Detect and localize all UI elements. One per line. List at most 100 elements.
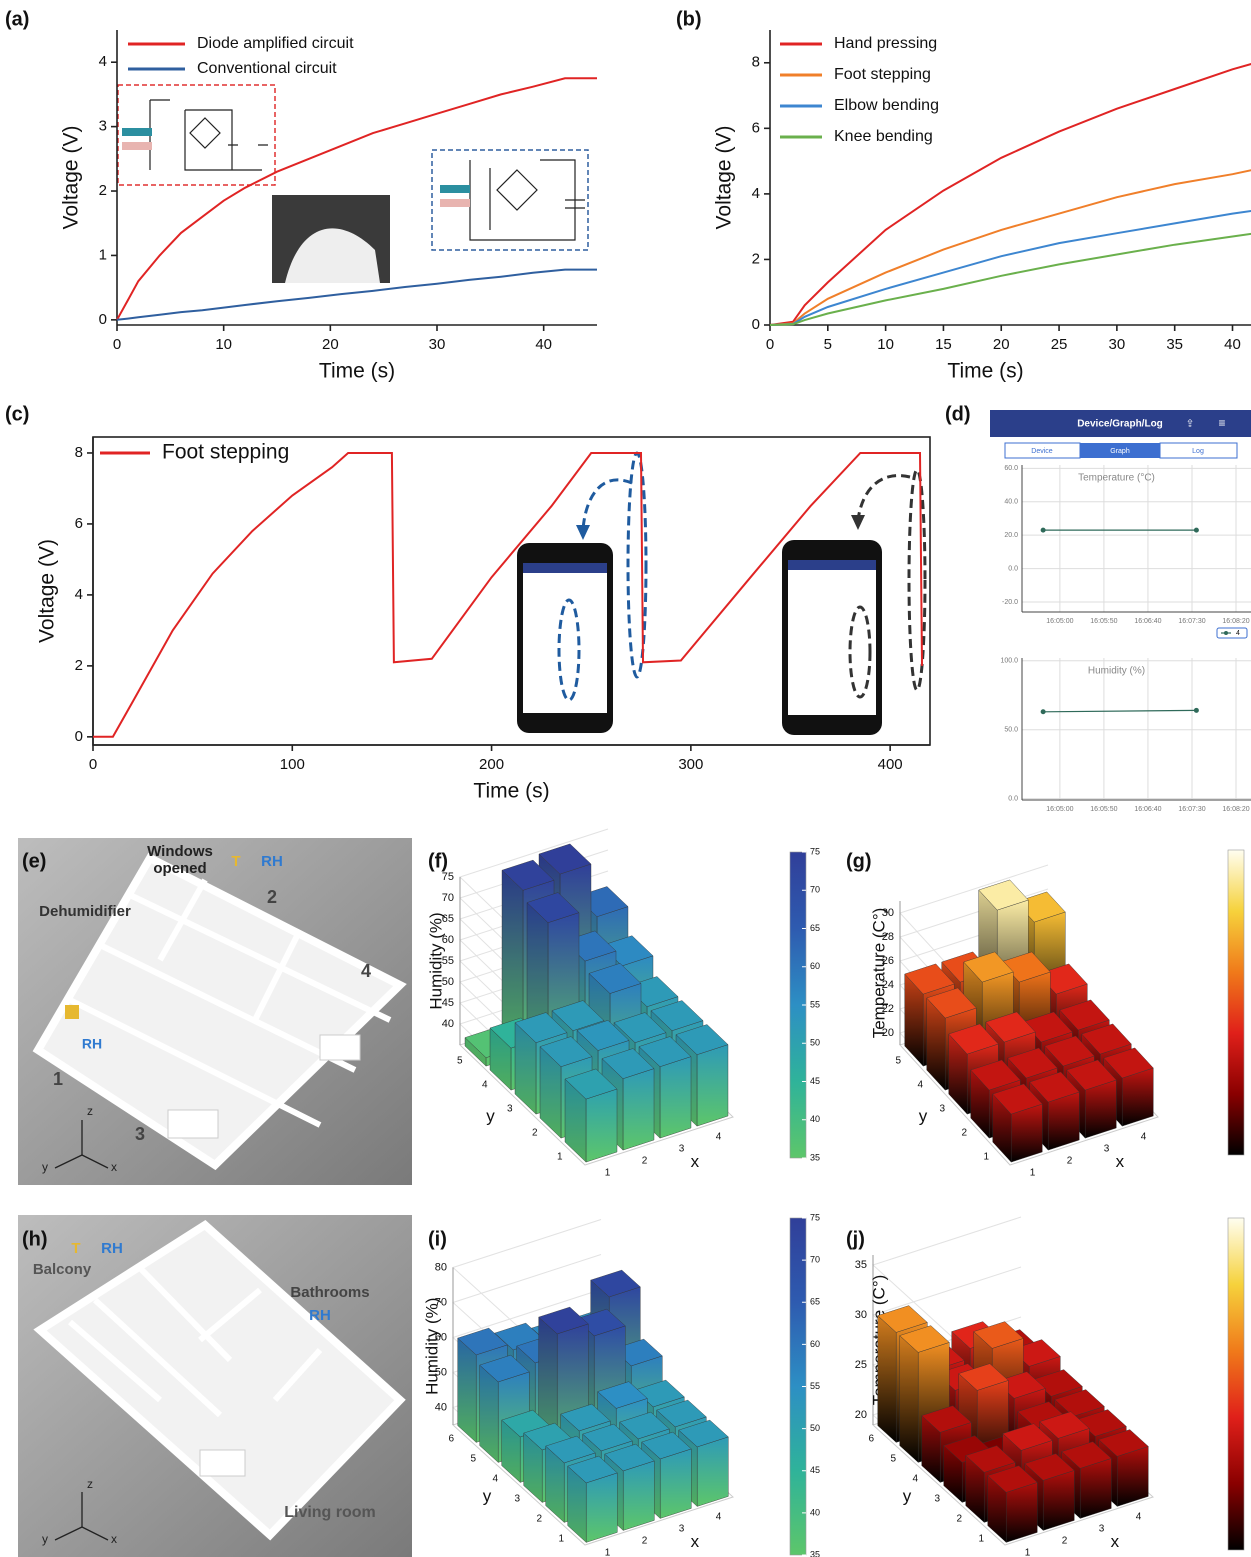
x-tick-label: 2	[1067, 1156, 1073, 1167]
bar-face	[623, 1460, 655, 1531]
z-tick-label: 35	[855, 1259, 867, 1271]
bar-top	[921, 1405, 972, 1433]
y-tick-label: 8	[752, 54, 760, 71]
x-tick-label: 16:08:20	[1222, 806, 1249, 813]
z-tick-label: 24	[882, 979, 894, 991]
x-tick-label: 1	[605, 1548, 611, 1557]
y-axis-title: y	[903, 1486, 912, 1505]
floorplan	[33, 1219, 406, 1541]
electrode	[122, 128, 152, 136]
y-tick-label: 3	[99, 118, 107, 135]
colorbar-tick-label: 45	[810, 1465, 820, 1475]
x-tick-label: 3	[679, 1524, 685, 1535]
bar-shade	[970, 1070, 990, 1139]
scene-label: RH	[309, 1307, 331, 1324]
bar-top	[564, 1068, 618, 1100]
bar-shade	[540, 1046, 561, 1139]
axes-icon	[54, 1492, 109, 1541]
tab[interactable]	[1159, 442, 1238, 459]
colorbar-tick-label: 65	[810, 923, 820, 933]
bar-top	[877, 1305, 928, 1333]
bar-top	[675, 1024, 729, 1055]
tab-active[interactable]	[1080, 443, 1160, 458]
series-line	[769, 169, 1251, 326]
bar-shade	[465, 1037, 486, 1067]
bar-top	[638, 1036, 692, 1067]
bar-top	[1066, 1059, 1117, 1091]
bar-shade	[948, 1034, 968, 1115]
bar-shade	[921, 1415, 941, 1483]
scene-label: Living room	[284, 1504, 376, 1521]
scene-label: 3	[135, 1124, 145, 1144]
scene-label: z	[87, 1477, 93, 1491]
bar-top	[978, 879, 1029, 911]
colorbar-tick-label: 60	[810, 1339, 820, 1349]
x-tick-label: 1	[1025, 1548, 1031, 1557]
tab-label[interactable]: Graph	[1110, 448, 1130, 455]
circuit	[469, 159, 585, 241]
point	[1193, 527, 1199, 533]
y-tick-label: 2	[961, 1128, 967, 1139]
x-tick-label: 5	[824, 336, 832, 353]
bar-top	[560, 1403, 611, 1432]
bar-top	[597, 1381, 648, 1409]
floorplan	[32, 852, 407, 1171]
y-tick-label: 0	[752, 316, 760, 333]
colorbar	[1227, 849, 1245, 1156]
x-tick-label: 16:06:40	[1134, 618, 1161, 625]
furniture	[319, 1034, 361, 1061]
bar-top	[1054, 1389, 1105, 1417]
bar-face	[1116, 1446, 1149, 1507]
bar-shade	[877, 1315, 897, 1443]
y-tick-label: 0.0	[1008, 565, 1018, 572]
x-tick-label: 2	[1062, 1536, 1068, 1547]
colorbar-tick-label: 35	[810, 1549, 820, 1557]
scene-label: 2	[267, 887, 277, 907]
x-axis-title: x	[1116, 1152, 1125, 1171]
bar	[987, 1465, 1038, 1543]
bar-top	[582, 1423, 633, 1452]
bar-top	[970, 1059, 1021, 1091]
app-title: Device/Graph/Log	[1077, 419, 1163, 430]
share-icon[interactable]: ⇪	[1186, 419, 1194, 430]
bar-top	[1059, 999, 1110, 1031]
z-tick-label: 30	[882, 907, 894, 919]
app-screen	[990, 410, 1251, 820]
bar	[567, 1455, 618, 1543]
y-tick-label: 4	[482, 1080, 488, 1091]
bar-top	[1044, 1035, 1095, 1067]
series-line	[93, 452, 923, 738]
x-tick-label: 3	[679, 1144, 685, 1155]
x-axis-title: x	[691, 1532, 700, 1551]
point	[1193, 707, 1199, 713]
bar-top	[1007, 1047, 1058, 1079]
x-tick-label: 4	[716, 1512, 722, 1523]
y-tick-label: 1	[978, 1534, 984, 1545]
tab-label[interactable]: Log	[1192, 448, 1204, 455]
x-tick-label: 2	[642, 1536, 648, 1547]
bar-top	[479, 1354, 530, 1383]
y-tick-label: 20.0	[1004, 532, 1018, 539]
tab-label[interactable]: Device	[1031, 448, 1053, 455]
bar-top	[678, 1419, 729, 1448]
electrode	[122, 142, 152, 150]
y-tick-label: 1	[557, 1152, 563, 1163]
y-tick-label: 1	[983, 1152, 989, 1163]
menu-icon[interactable]: ≡	[1218, 416, 1225, 430]
y-tick-label: 5	[457, 1056, 463, 1067]
bar-top	[601, 1048, 655, 1079]
scene-label: RH	[82, 1036, 102, 1052]
bar-top	[551, 1000, 605, 1031]
bar-top	[526, 892, 580, 923]
z-axis-title: Temperature (C°)	[869, 908, 888, 1039]
bar-face	[660, 1448, 692, 1519]
x-tick-label: 16:05:00	[1046, 806, 1073, 813]
scene-label: T	[231, 853, 240, 870]
x-tick-label: 30	[1109, 336, 1126, 353]
bar-top	[545, 1435, 596, 1464]
axes-icon	[54, 1120, 109, 1169]
bar-shade	[515, 1022, 536, 1115]
bar-top	[926, 987, 977, 1019]
x-tick-label: 0	[113, 336, 121, 353]
x-tick-label: 0	[89, 756, 97, 773]
